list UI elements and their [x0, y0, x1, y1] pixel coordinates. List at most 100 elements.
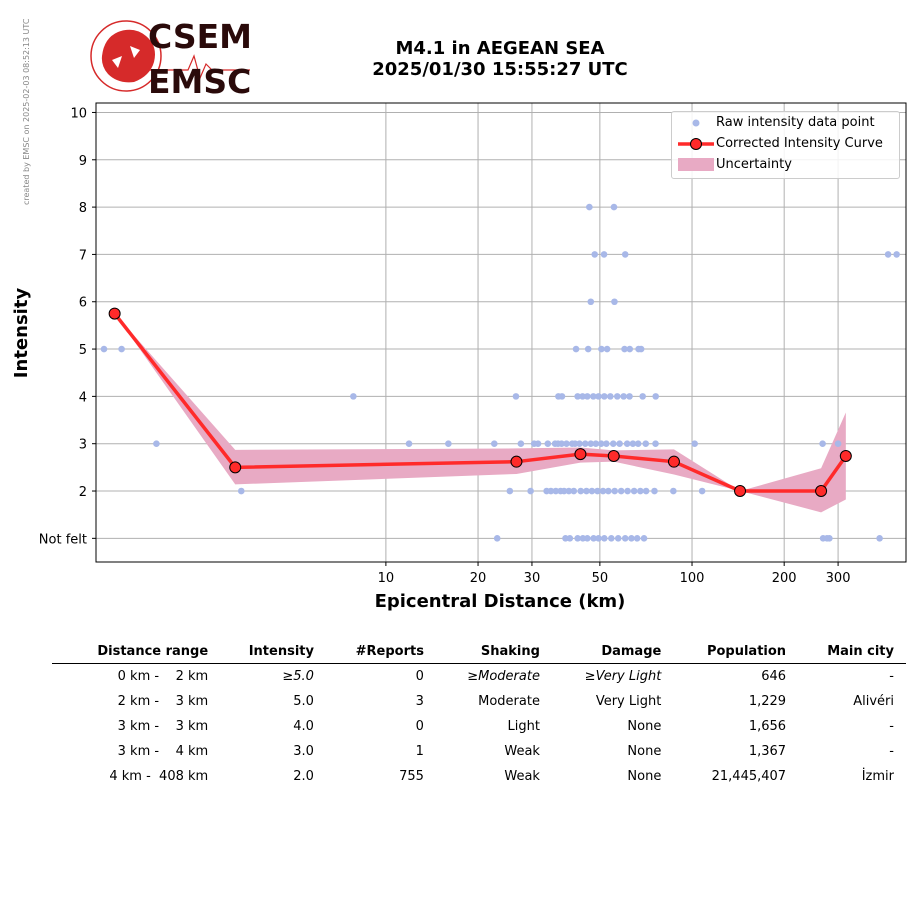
raw-data-point: [640, 535, 648, 542]
table-row: 3 km - 4 km 3.0 1 Weak None 1,367 -: [52, 739, 906, 764]
raw-data-point: [563, 440, 570, 448]
raw-data-point: [876, 535, 883, 542]
raw-data-point: [583, 487, 590, 495]
y-tick-label: 3: [79, 438, 87, 453]
raw-data-point: [621, 535, 629, 542]
cell-intensity: ≥5.0: [282, 669, 314, 684]
y-axis-label: Intensity: [11, 288, 32, 379]
table-row: 4 km - 408 km 2.0 755 Weak None 21,445,4…: [52, 764, 906, 789]
cell-population: 1,229: [748, 694, 787, 709]
raw-data-point: [534, 440, 542, 448]
y-tick-label: 7: [79, 248, 87, 263]
raw-data-point: [591, 251, 599, 258]
raw-data-point: [617, 487, 625, 495]
raw-data-point: [614, 535, 622, 542]
col-population: Population: [673, 640, 799, 664]
raw-data-point: [652, 440, 659, 448]
raw-data-point: [590, 393, 597, 400]
curve-point: [667, 455, 680, 468]
y-tick-label: 10: [70, 106, 87, 121]
table-header-row: Distance range Intensity #Reports Shakin…: [52, 640, 906, 664]
cell-shaking: Light: [507, 719, 540, 734]
raw-data-point: [544, 440, 552, 448]
x-tick-label: 200: [772, 571, 797, 586]
raw-data-point: [834, 440, 842, 448]
raw-data-point: [527, 487, 534, 495]
legend: Raw intensity data point Corrected Inten…: [671, 111, 900, 179]
intensity-table: Distance range Intensity #Reports Shakin…: [52, 640, 906, 789]
raw-data-point: [623, 440, 631, 448]
raw-data-point: [577, 487, 585, 495]
title-line-2: 2025/01/30 15:55:27 UTC: [372, 59, 628, 80]
raw-data-point: [652, 393, 660, 400]
logo-text-top: CSEM: [148, 17, 252, 56]
curve-point: [607, 450, 620, 463]
raw-data-point: [586, 203, 593, 211]
axis-ticks: 10 20 30 50 100 200 300 Not felt 2 3 4 5 6 7 8 9 10: [39, 106, 851, 586]
x-tick-label: 300: [826, 571, 851, 586]
legend-label-uncertainty: Uncertainty: [716, 157, 792, 172]
raw-data-point: [595, 393, 602, 400]
cell-city: -: [889, 669, 894, 684]
cell-reports: 755: [399, 769, 424, 784]
col-shaking: Shaking: [435, 640, 552, 664]
raw-data-point: [630, 487, 638, 495]
raw-data-point: [576, 440, 583, 448]
raw-data-point: [600, 251, 608, 258]
col-main-city: Main city: [798, 640, 906, 664]
raw-data-point: [624, 487, 631, 495]
raw-data-point: [597, 440, 605, 448]
cell-shaking: ≥Moderate: [467, 669, 540, 684]
y-tick-label: 5: [79, 343, 87, 358]
raw-data-point: [819, 440, 826, 448]
chart-title: M4.1 in AEGEAN SEA 2025/01/30 15:55:27 U…: [300, 38, 700, 80]
raw-data-point: [517, 440, 525, 448]
raw-data-point: [588, 487, 596, 495]
csem-emsc-logo: CSEM EMSC: [90, 17, 252, 98]
raw-data-point: [590, 535, 597, 542]
cell-city: İzmir: [861, 769, 894, 784]
raw-data-point: [670, 487, 677, 495]
raw-data-point: [639, 393, 646, 400]
cell-range: 4 km - 408 km: [109, 769, 209, 784]
y-tick-label: 4: [79, 390, 87, 405]
y-tick-label: 9: [79, 154, 87, 169]
raw-data-point: [601, 535, 608, 542]
raw-data-point: [633, 535, 641, 542]
intensity-curve: [108, 307, 852, 498]
table-row: 2 km - 3 km 5.0 3 Moderate Very Light 1,…: [52, 689, 906, 714]
legend-label-raw: Raw intensity data point: [716, 115, 875, 130]
raw-data-point: [118, 345, 125, 353]
raw-data-point: [609, 440, 617, 448]
cell-range: 0 km - 2 km: [117, 669, 209, 684]
raw-data-point: [637, 345, 645, 353]
raw-data-point: [598, 345, 605, 353]
curve-point: [510, 455, 523, 468]
raw-data-point: [613, 393, 621, 400]
raw-data-point: [405, 440, 413, 448]
x-axis-label: Epicentral Distance (km): [375, 591, 626, 612]
cell-damage: None: [627, 769, 662, 784]
raw-data-point: [642, 487, 650, 495]
cell-shaking: Weak: [504, 769, 540, 784]
raw-data-point: [628, 535, 635, 542]
raw-data-point: [611, 487, 618, 495]
raw-data-point: [350, 393, 357, 400]
raw-data-point: [599, 487, 607, 495]
raw-data-point: [603, 345, 611, 353]
cell-population: 1,656: [748, 719, 787, 734]
cell-damage: Very Light: [595, 694, 662, 709]
raw-data-point: [558, 440, 565, 448]
col-damage: Damage: [551, 640, 674, 664]
table-row: 3 km - 3 km 4.0 0 Light None 1,656 -: [52, 714, 906, 739]
cell-shaking: Weak: [504, 744, 540, 759]
col-intensity: Intensity: [220, 640, 326, 664]
cell-city: Alivéri: [853, 694, 894, 709]
raw-data-point: [893, 251, 900, 258]
cell-reports: 0: [415, 719, 424, 734]
raw-data-point: [616, 440, 623, 448]
x-tick-label: 30: [524, 571, 541, 586]
curve-point: [108, 307, 121, 320]
raw-data-point: [611, 298, 618, 306]
raw-data-point: [581, 440, 589, 448]
